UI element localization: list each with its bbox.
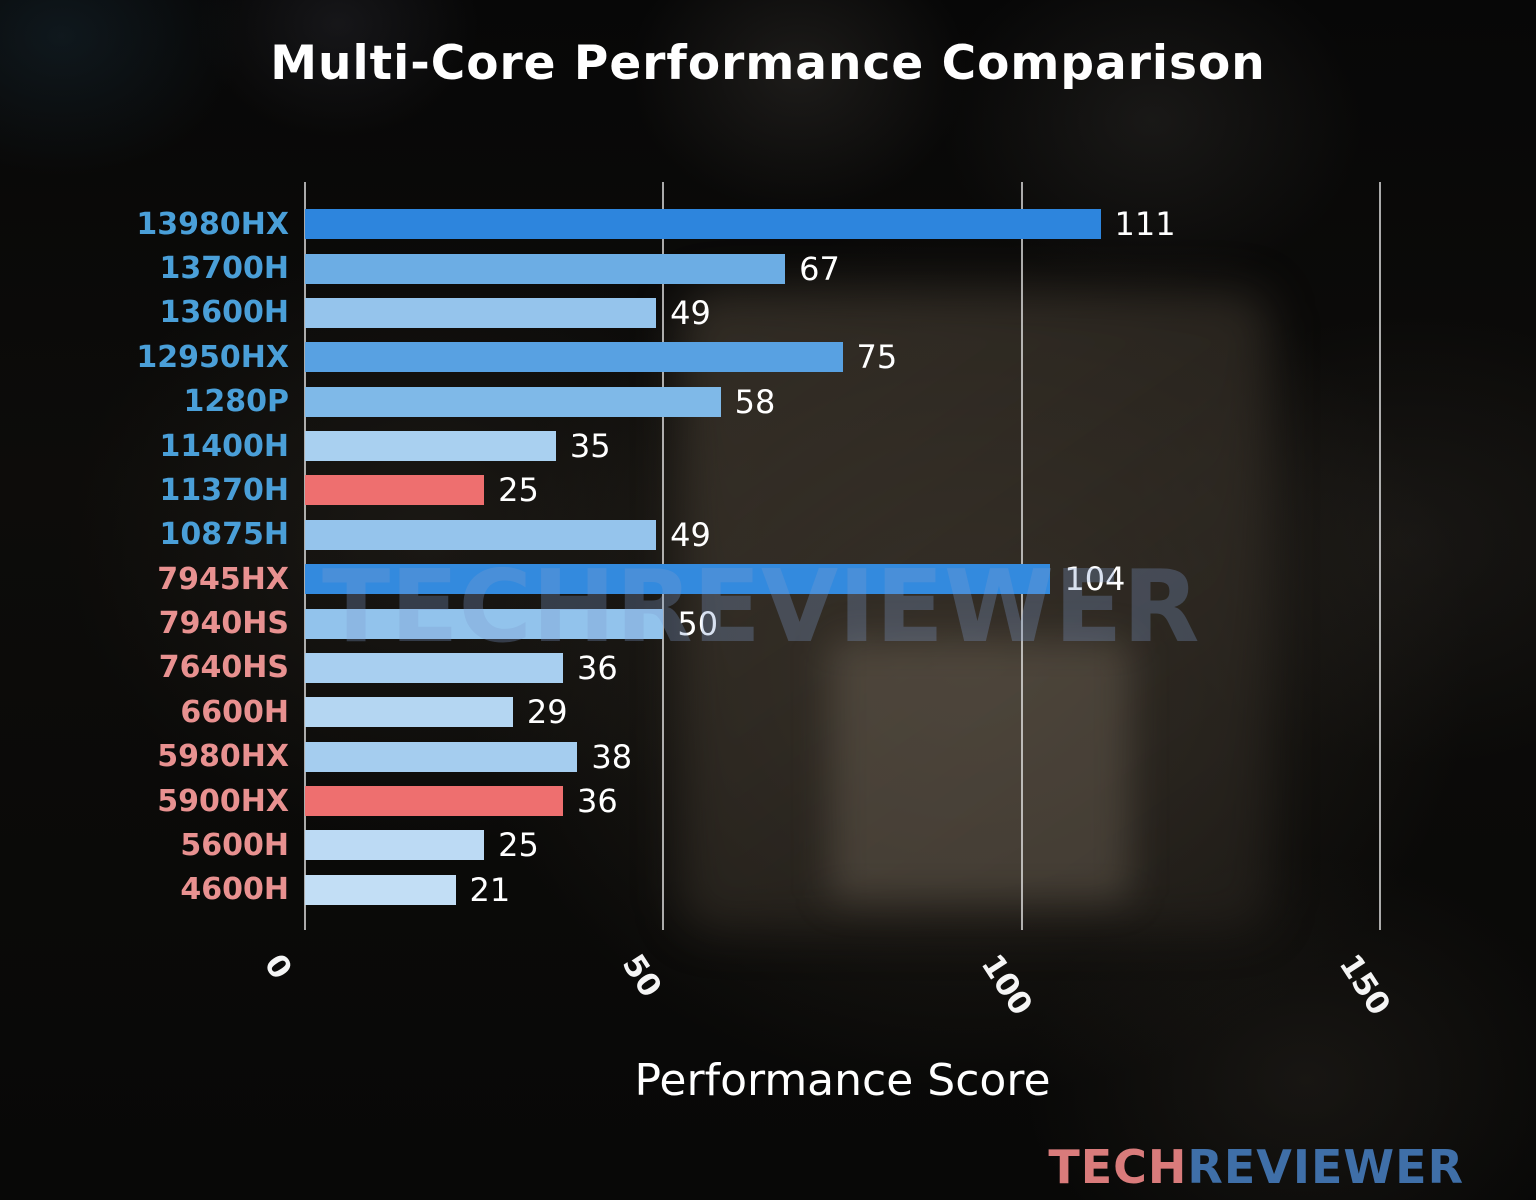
bar-row-7945HX: 7945HX 104 xyxy=(157,557,1380,601)
bar-6600H xyxy=(305,697,513,728)
category-label-6600H: 6600H xyxy=(180,694,289,730)
bar-row-12950HX: 12950HX 75 xyxy=(136,335,1380,379)
bar-row-11370H: 11370H 25 xyxy=(160,468,1380,512)
bar-row-5980HX: 5980HX 38 xyxy=(157,735,1380,779)
value-label-6600H: 29 xyxy=(526,693,568,732)
value-label-11370H: 25 xyxy=(498,471,539,510)
bar-5980HX xyxy=(305,741,578,772)
value-label-13600H: 49 xyxy=(670,293,711,332)
category-label-5980HX: 5980HX xyxy=(157,739,289,775)
category-label-7640HS: 7640HS xyxy=(158,650,289,686)
category-label-13700H: 13700H xyxy=(159,251,289,287)
bar-row-10875H: 10875H 49 xyxy=(160,513,1380,557)
value-label-5900HX: 36 xyxy=(577,782,618,821)
bar-7940HS xyxy=(305,608,664,639)
bar-row-13600H: 13600H 49 xyxy=(160,291,1380,335)
x-axis-label: Performance Score xyxy=(634,1055,1051,1106)
bar-4600H xyxy=(305,874,456,905)
gridline-100 xyxy=(1020,182,1023,930)
category-label-1280P: 1280P xyxy=(183,384,289,420)
bar-row-13980HX: 13980HX 111 xyxy=(136,202,1380,246)
category-label-13980HX: 13980HX xyxy=(136,206,289,242)
chart-title: Multi-Core Performance Comparison xyxy=(270,36,1266,91)
bar-row-11400H: 11400H 35 xyxy=(160,424,1380,468)
brand-logo-reviewer: REVIEWER xyxy=(1187,1140,1464,1194)
category-label-13600H: 13600H xyxy=(159,295,289,331)
bar-row-6600H: 6600H 29 xyxy=(180,690,1380,734)
value-label-11400H: 35 xyxy=(569,427,611,466)
value-label-7640HS: 36 xyxy=(577,648,618,687)
bar-row-5900HX: 5900HX 36 xyxy=(157,779,1380,823)
value-label-5600H: 25 xyxy=(498,826,539,865)
bar-11400H xyxy=(305,431,556,462)
value-label-13980HX: 111 xyxy=(1114,205,1176,244)
cpu-die-photo-blur xyxy=(830,640,1130,900)
value-label-7940HS: 50 xyxy=(677,604,719,643)
category-label-11400H: 11400H xyxy=(159,428,289,464)
brand-logo-tech: TECH xyxy=(1048,1140,1188,1194)
gridline-150 xyxy=(1379,182,1381,930)
plot-area: 13980HX 111 13700H 67 13600H 49 12950HX 75 1280P… xyxy=(136,182,1381,930)
value-label-13700H: 67 xyxy=(799,249,840,288)
category-label-7945HX: 7945HX xyxy=(157,561,289,597)
category-label-10875H: 10875H xyxy=(159,517,289,553)
category-label-12950HX: 12950HX xyxy=(136,339,289,375)
bar-5900HX xyxy=(305,786,563,817)
bar-13600H xyxy=(305,297,657,328)
value-label-4600H: 21 xyxy=(469,870,511,909)
bar-10875H xyxy=(305,519,657,550)
bar-row-4600H: 4600H 21 xyxy=(180,868,1380,912)
bar-5600H xyxy=(305,830,485,861)
category-label-7940HS: 7940HS xyxy=(158,606,289,642)
bar-1280P xyxy=(305,386,721,417)
bar-7945HX xyxy=(305,564,1051,595)
bar-row-7940HS: 7940HS 50 xyxy=(159,601,1380,645)
value-label-5980HX: 38 xyxy=(591,737,633,776)
category-label-4600H: 4600H xyxy=(180,872,289,908)
gridline-0 xyxy=(304,182,306,930)
value-label-1280P: 58 xyxy=(734,382,776,421)
category-label-11370H: 11370H xyxy=(159,472,289,508)
bar-row-1280P: 1280P 58 xyxy=(184,380,1380,424)
bar-row-13700H: 13700H 67 xyxy=(160,246,1380,290)
cpu-photo-blur xyxy=(680,290,1270,930)
value-label-10875H: 49 xyxy=(670,515,711,554)
category-label-5900HX: 5900HX xyxy=(157,783,289,819)
bar-12950HX xyxy=(305,342,843,373)
bar-13980HX xyxy=(305,209,1101,240)
bar-11370H xyxy=(305,475,485,506)
brand-logo: TECHREVIEWER xyxy=(1048,1140,1464,1194)
bar-row-7640HS: 7640HS 36 xyxy=(159,646,1380,690)
value-label-12950HX: 75 xyxy=(856,338,898,377)
category-label-5600H: 5600H xyxy=(180,827,289,863)
bar-7640HS xyxy=(305,652,563,683)
bar-row-5600H: 5600H 25 xyxy=(180,823,1380,867)
bar-13700H xyxy=(305,253,786,284)
gridline-50 xyxy=(662,182,665,930)
value-label-7945HX: 104 xyxy=(1064,560,1126,599)
